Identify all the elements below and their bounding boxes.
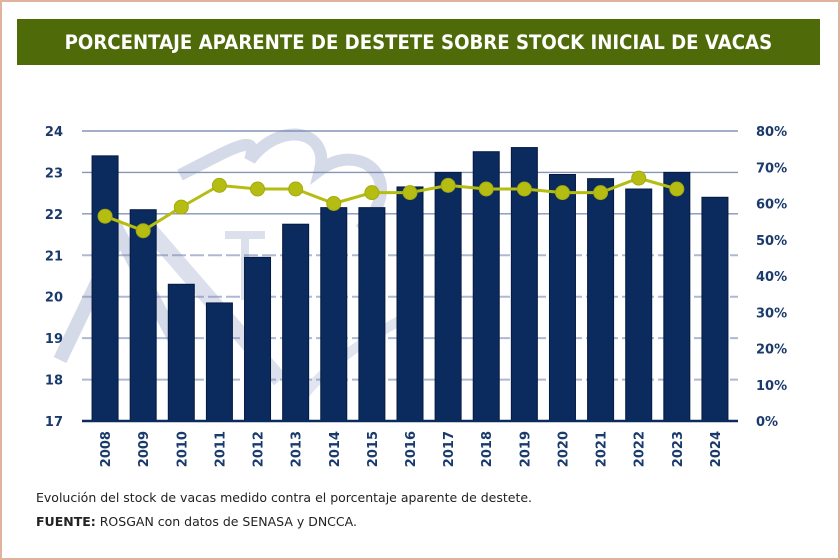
bar-2018 — [472, 151, 500, 422]
line-point-2008 — [97, 208, 113, 224]
bar-2022 — [625, 188, 653, 422]
x-tick-label: 2021 — [595, 431, 610, 467]
x-tick-label: 2019 — [518, 431, 533, 467]
x-tick-label: 2012 — [252, 431, 267, 467]
x-tick-label: 2008 — [99, 431, 114, 467]
line-path — [104, 176, 678, 233]
x-tick-label: 2018 — [480, 431, 495, 467]
x-tick-label: 2020 — [556, 431, 571, 467]
y-right-tick-label: 80% — [756, 125, 787, 140]
line-point-2021 — [593, 185, 609, 201]
bar-2008 — [91, 155, 119, 422]
x-tick-label: 2013 — [290, 431, 305, 467]
bar-2017 — [434, 171, 462, 422]
line-series — [97, 170, 685, 239]
x-tick-label: 2017 — [442, 431, 457, 467]
y-right-tick-label: 20% — [756, 343, 787, 358]
bar-2012 — [244, 256, 272, 422]
x-tick-label: 2010 — [175, 431, 190, 467]
x-tick-label: 2024 — [709, 431, 724, 467]
y-right-tick-label: 70% — [756, 161, 787, 176]
bar-series — [91, 147, 729, 422]
bar-2020 — [548, 174, 576, 422]
chart-title: PORCENTAJE APARENTE DE DESTETE SOBRE STO… — [64, 30, 773, 54]
source-label: FUENTE: — [36, 514, 96, 529]
bar-2023 — [663, 171, 691, 422]
line-point-2017 — [440, 177, 456, 193]
bar-2013 — [282, 223, 310, 422]
chart-caption: Evolución del stock de vacas medido cont… — [36, 490, 533, 505]
y-right-tick-label: 40% — [756, 270, 787, 285]
line-point-2020 — [554, 185, 570, 201]
bar-2016 — [396, 186, 424, 422]
watermark-stroke — [177, 128, 387, 235]
y-right-tick-label: 10% — [756, 379, 787, 394]
bar-2015 — [358, 207, 386, 422]
line-point-2018 — [478, 181, 494, 197]
y-left-tick-label: 22 — [45, 208, 63, 223]
line-point-2015 — [364, 185, 380, 201]
y-left-tick-label: 19 — [45, 332, 63, 347]
bar-2010 — [167, 283, 195, 422]
x-axis-ticks: 2008 2009 2010 2011 2012 2013 2014 2015 2016 2017… — [99, 431, 724, 467]
y-axis-left-ticks: 17 18 19 20 21 22 23 24 — [45, 125, 63, 430]
y-left-tick-label: 24 — [45, 125, 63, 140]
y-left-tick-label: 20 — [45, 291, 63, 306]
y-left-tick-label: 23 — [45, 166, 63, 181]
line-point-2009 — [135, 223, 151, 239]
x-tick-label: 2023 — [671, 431, 686, 467]
line-point-2022 — [631, 170, 647, 186]
line-point-2013 — [288, 181, 304, 197]
line-point-2014 — [326, 196, 342, 211]
bar-2024 — [701, 196, 729, 422]
x-tick-label: 2011 — [213, 431, 228, 467]
y-right-tick-label: 0% — [756, 415, 778, 430]
y-right-tick-label: 30% — [756, 306, 787, 321]
line-point-2016 — [402, 185, 418, 201]
line-point-2011 — [211, 177, 227, 193]
line-point-2023 — [669, 181, 685, 197]
bar-2021 — [587, 178, 615, 422]
bar-2014 — [320, 207, 348, 422]
bar-2009 — [129, 209, 157, 422]
chart-title-bar: PORCENTAJE APARENTE DE DESTETE SOBRE STO… — [17, 19, 820, 65]
chart-source: FUENTE: ROSGAN con datos de SENASA y DNC… — [36, 514, 357, 529]
y-left-tick-label: 18 — [45, 374, 63, 389]
x-tick-label: 2014 — [328, 431, 343, 467]
y-right-tick-label: 60% — [756, 198, 787, 213]
line-point-2012 — [250, 181, 266, 197]
x-tick-label: 2015 — [366, 431, 381, 467]
line-point-2010 — [173, 199, 189, 215]
x-tick-label: 2022 — [633, 431, 648, 467]
source-text: ROSGAN con datos de SENASA y DNCCA. — [99, 514, 357, 529]
x-tick-label: 2016 — [404, 431, 419, 467]
y-right-tick-label: 50% — [756, 234, 787, 249]
y-axis-right-ticks: 0% 10% 20% 30% 40% 50% 60% 70% 80% — [756, 125, 787, 430]
line-point-2019 — [516, 181, 532, 197]
bar-2011 — [205, 302, 233, 422]
y-left-tick-label: 17 — [45, 415, 63, 430]
x-tick-label: 2009 — [137, 431, 152, 467]
y-left-tick-label: 21 — [45, 249, 63, 264]
